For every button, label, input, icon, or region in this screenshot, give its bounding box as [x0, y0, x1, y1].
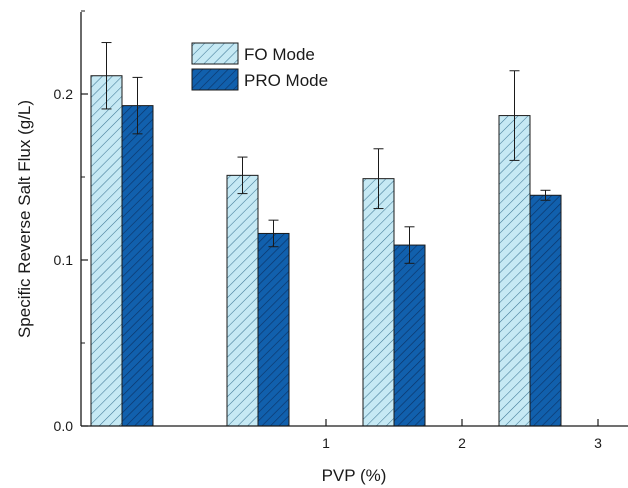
- x-ticks-layer: 1234: [322, 419, 602, 451]
- bar-fo-1: [226, 174, 259, 427]
- error-bars-layer: [101, 42, 551, 264]
- legend-swatch-pro: [191, 68, 239, 91]
- bar-fo-0: [90, 75, 123, 427]
- y-tick-label: 0.0: [54, 418, 74, 434]
- bar-pro-2: [393, 244, 426, 427]
- error-bar-fo-1: [237, 156, 248, 195]
- x-tick-label: 2: [458, 435, 466, 451]
- error-bar-fo-0: [101, 42, 112, 110]
- error-bar-fo-2: [373, 148, 384, 210]
- legend-label-fo: FO Mode: [244, 45, 315, 64]
- y-axis-title: Specific Reverse Salt Flux (g/L): [15, 100, 34, 338]
- x-tick-label: 1: [322, 435, 330, 451]
- x-axis-title: PVP (%): [322, 466, 387, 485]
- error-bar-fo-3: [509, 70, 520, 161]
- legend-label-pro: PRO Mode: [244, 71, 328, 90]
- y-ticks-layer: 0.0 0.1 0.2: [54, 10, 88, 434]
- error-bar-pro-1: [268, 219, 279, 248]
- error-bar-pro-0: [132, 76, 143, 135]
- bar-pro-0: [121, 105, 154, 427]
- legend: FO Mode PRO Mode: [191, 42, 328, 91]
- y-tick-label: 0.2: [54, 86, 74, 102]
- error-bar-pro-3: [540, 189, 551, 201]
- bar-pro-3: [529, 194, 562, 427]
- bar-fo-3: [498, 115, 531, 427]
- bars-layer: [90, 75, 562, 427]
- legend-swatch-fo: [191, 42, 239, 65]
- bar-pro-1: [257, 232, 290, 427]
- error-bar-pro-2: [404, 226, 415, 264]
- bar-fo-2: [362, 178, 395, 427]
- x-tick-label: 3: [594, 435, 602, 451]
- y-tick-label: 0.1: [54, 252, 74, 268]
